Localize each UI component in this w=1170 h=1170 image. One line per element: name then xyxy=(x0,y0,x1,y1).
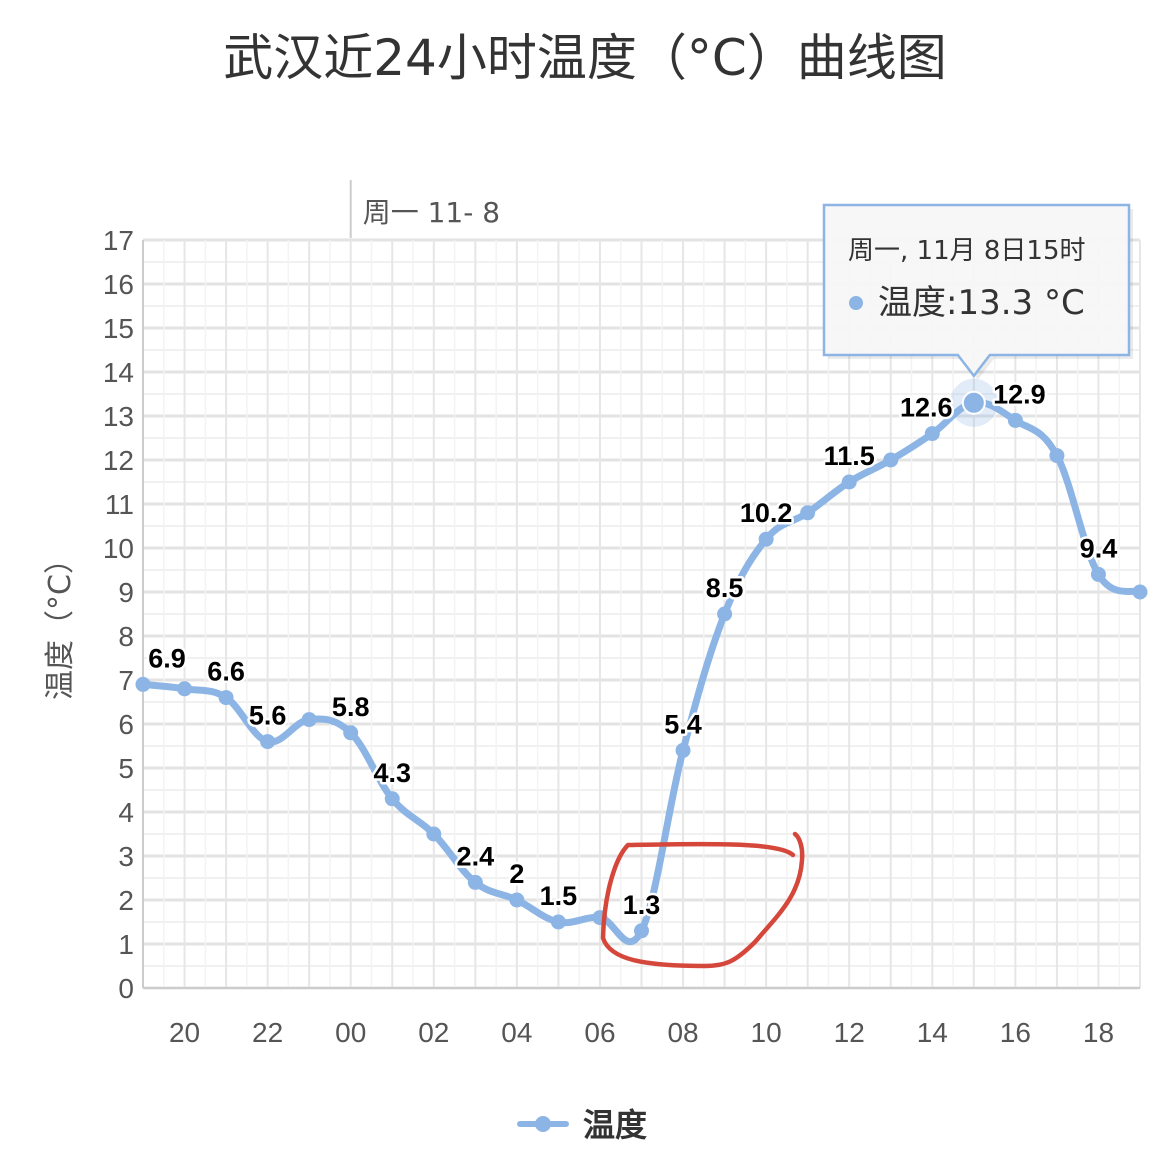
data-label: 10.2 xyxy=(740,498,793,528)
series-temperature xyxy=(135,378,1148,946)
tooltip-header: 周一, 11月 8日15时 xyxy=(848,236,1086,266)
data-label: 4.3 xyxy=(373,758,411,788)
y-axis-label: 温度（°C） xyxy=(43,544,78,700)
hand-drawn-annotation xyxy=(600,831,805,969)
legend[interactable]: 温度 xyxy=(517,1106,647,1144)
y-tick-label: 10 xyxy=(103,533,134,564)
x-tick-label: 00 xyxy=(335,1017,366,1048)
data-point[interactable] xyxy=(550,914,566,930)
data-point[interactable] xyxy=(343,725,359,741)
data-labels: 6.9 6.65.6 5.8 4.3 2.4 2 1.5 1.3 5.4 8.5 10.2 11.5 1… xyxy=(146,377,1120,922)
data-label: 2.4 xyxy=(457,841,495,871)
y-tick-label: 0 xyxy=(118,973,134,1004)
y-tick-label: 15 xyxy=(103,313,134,344)
y-tick-label: 16 xyxy=(103,269,134,300)
x-tick-label: 18 xyxy=(1083,1017,1114,1048)
data-point[interactable] xyxy=(135,676,151,692)
data-point[interactable] xyxy=(717,606,733,622)
data-label: 12.9 xyxy=(993,379,1046,409)
tooltip-box xyxy=(822,203,1131,378)
data-point[interactable] xyxy=(177,681,193,697)
data-label: 1.5 xyxy=(540,881,578,911)
data-point[interactable] xyxy=(426,826,442,842)
data-point[interactable] xyxy=(883,452,899,468)
data-label: 1.3 xyxy=(623,890,661,920)
grid-lines xyxy=(142,238,1141,990)
x-tick-label: 16 xyxy=(1000,1017,1031,1048)
y-tick-label: 13 xyxy=(103,401,134,432)
data-point[interactable] xyxy=(924,426,940,442)
data-point[interactable] xyxy=(634,923,649,939)
day-marker-label: 周一 11- 8 xyxy=(363,196,500,229)
data-point[interactable] xyxy=(675,742,691,758)
data-point[interactable] xyxy=(800,505,816,521)
y-tick-label: 17 xyxy=(103,225,134,256)
x-tick-label: 22 xyxy=(252,1017,283,1048)
data-label: 6.9 xyxy=(148,643,186,673)
data-point[interactable] xyxy=(758,531,774,547)
x-tick-label: 12 xyxy=(834,1017,865,1048)
data-point[interactable] xyxy=(1049,448,1065,464)
data-label: 5.4 xyxy=(664,709,702,739)
data-label: 8.5 xyxy=(706,573,744,603)
data-label: 5.6 xyxy=(249,701,287,731)
data-point[interactable] xyxy=(1132,584,1148,600)
x-tick-label: 02 xyxy=(418,1017,449,1048)
x-tick-label: 06 xyxy=(584,1017,615,1048)
y-tick-label: 1 xyxy=(118,929,134,960)
data-point[interactable] xyxy=(1007,412,1023,428)
data-point[interactable] xyxy=(1090,566,1106,582)
data-point[interactable] xyxy=(384,791,400,807)
y-tick-label: 8 xyxy=(118,621,134,652)
y-tick-label: 11 xyxy=(105,489,134,520)
data-point[interactable] xyxy=(841,474,857,490)
y-tick-label: 4 xyxy=(118,797,134,828)
x-tick-label: 14 xyxy=(917,1017,948,1048)
data-point[interactable] xyxy=(218,690,234,706)
data-label: 6.6 xyxy=(207,657,245,687)
x-tick-label: 08 xyxy=(667,1017,698,1048)
data-label: 9.4 xyxy=(1080,533,1118,563)
data-label: 12.6 xyxy=(900,393,953,423)
y-tick-label: 9 xyxy=(118,577,134,608)
day-marker: 周一 11- 8 xyxy=(349,180,500,238)
legend-label[interactable]: 温度 xyxy=(583,1106,647,1144)
chart-title: 武汉近24小时温度（°C）曲线图 xyxy=(223,29,947,87)
data-label: 5.8 xyxy=(332,692,370,722)
data-label: 2 xyxy=(509,859,524,889)
red-circle-annotation xyxy=(600,831,805,969)
data-point-active[interactable] xyxy=(961,390,986,415)
x-tick-label: 20 xyxy=(169,1017,200,1048)
data-point[interactable] xyxy=(301,712,317,728)
tooltip-value: 温度:13.3 °C xyxy=(878,283,1085,323)
y-tick-label: 3 xyxy=(118,841,134,872)
x-tick-label: 04 xyxy=(501,1017,532,1048)
y-tick-label: 6 xyxy=(118,709,134,740)
x-axis-ticks: 20 22 00 02 04 06 08 10 12 14 16 18 xyxy=(169,1017,1114,1048)
data-label: 11.5 xyxy=(824,441,875,471)
data-point[interactable] xyxy=(509,892,525,908)
data-point[interactable] xyxy=(260,734,276,750)
legend-marker[interactable] xyxy=(535,1116,551,1132)
tooltip-series-dot xyxy=(849,296,863,310)
y-tick-label: 2 xyxy=(118,885,134,916)
y-tick-label: 12 xyxy=(103,445,134,476)
y-tick-label: 14 xyxy=(103,357,134,388)
y-tick-label: 7 xyxy=(118,665,134,696)
y-tick-label: 5 xyxy=(118,753,134,784)
x-tick-label: 10 xyxy=(751,1017,782,1048)
data-point[interactable] xyxy=(467,874,483,890)
